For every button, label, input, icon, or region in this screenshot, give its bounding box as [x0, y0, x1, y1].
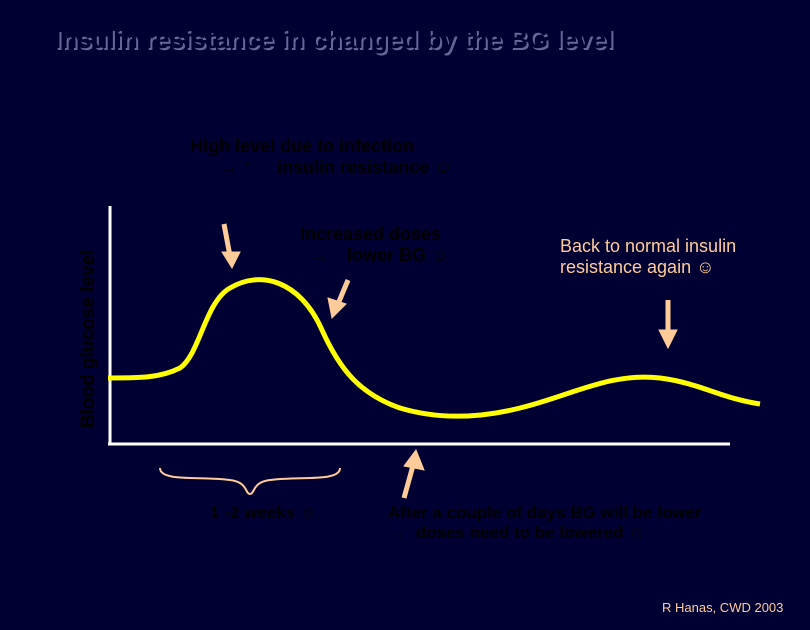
annotation-increased-doses: Increased doses → lower BG ☺ [300, 224, 449, 266]
bg-curve [108, 280, 760, 417]
annotation-after-days: After a couple of days BG will be lower … [388, 503, 702, 543]
arrow-after-days [404, 450, 424, 498]
arrow-infection [222, 224, 240, 268]
annotation-weeks: 1 -2 weeks ☺ [210, 503, 317, 523]
arrow-back-normal [659, 300, 677, 348]
arrow-increased-doses [328, 280, 348, 318]
annotation-back-normal: Back to normal insulin resistance again … [560, 236, 736, 278]
attribution: R Hanas, CWD 2003 [662, 600, 783, 615]
annotation-high-level: High level due to infection → ↑ insulin … [190, 136, 453, 178]
y-axis-label: Blood glucose level [78, 250, 100, 428]
time-brace [160, 468, 340, 494]
